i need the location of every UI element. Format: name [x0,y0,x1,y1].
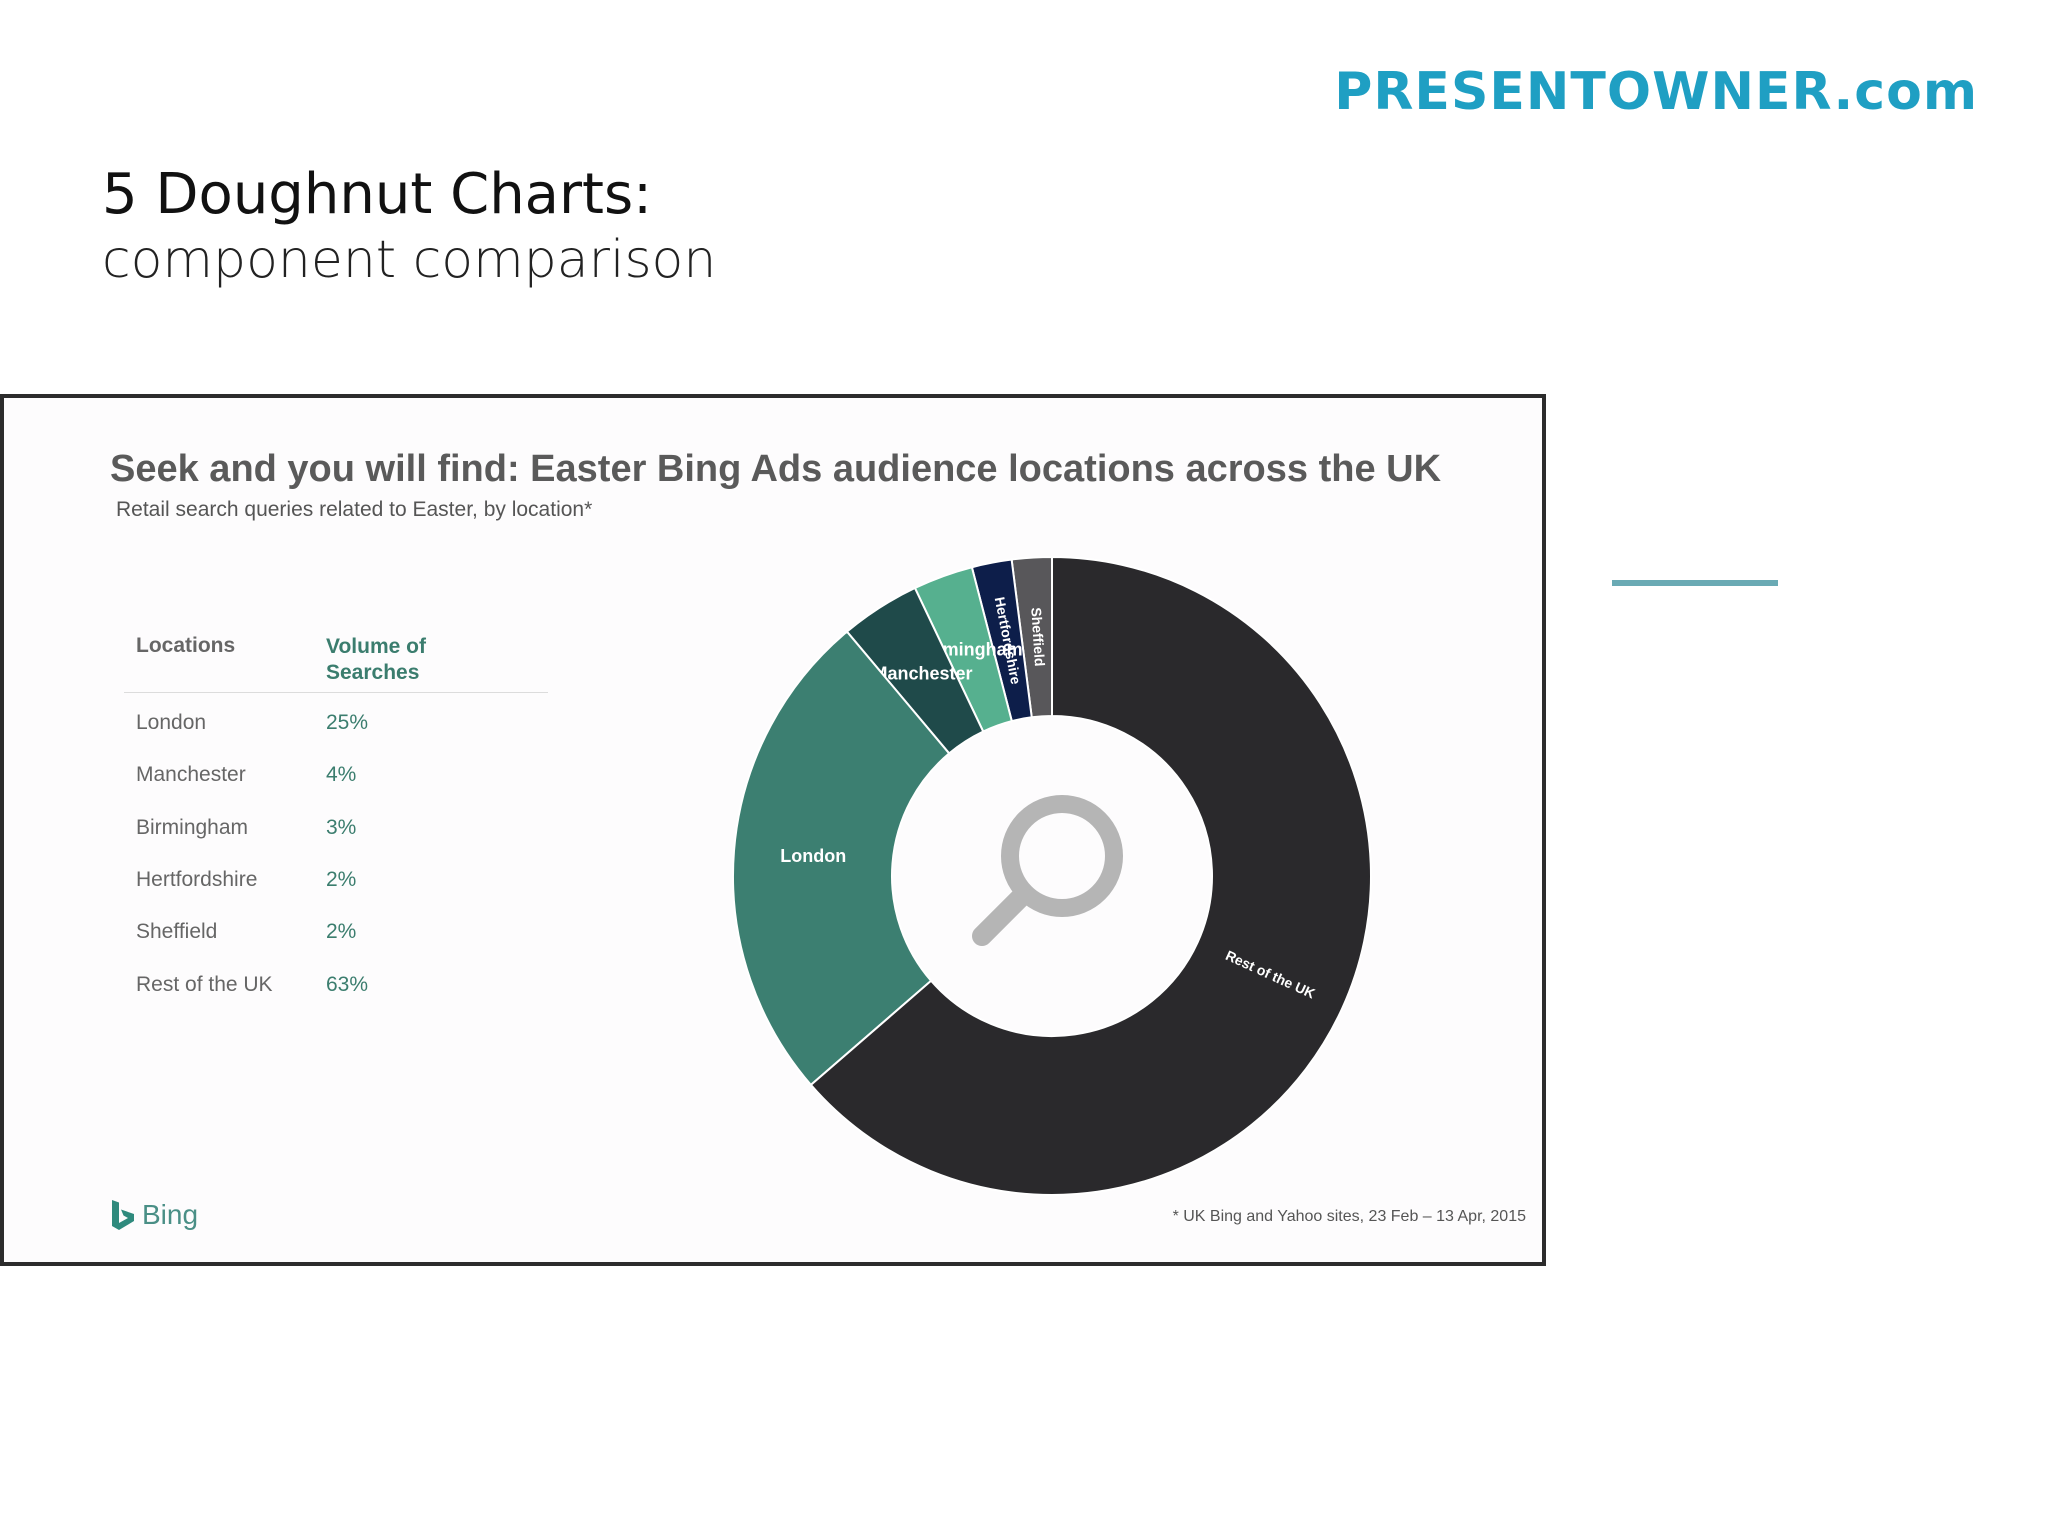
doughnut-chart: SheffieldHertfordshireBirminghamManchest… [732,555,1372,1196]
header-locations: Locations [136,634,236,657]
volume-value: 3% [326,815,357,839]
chart-title: Seek and you will find: Easter Bing Ads … [110,448,1442,490]
table-row: London 25% [124,697,548,749]
table-row: Rest of the UK 63% [124,958,548,1010]
volume-value: 2% [326,920,357,944]
volume-value: 4% [326,763,357,787]
header-volume: Volume of Searches [326,635,426,684]
footnote: * UK Bing and Yahoo sites, 23 Feb – 13 A… [1172,1208,1526,1225]
volume-value: 25% [326,711,369,735]
location-label: London [136,711,207,735]
location-label: Hertfordshire [136,868,258,892]
slide-subtitle: component comparison [102,230,717,290]
slice-rest-of-the-uk [809,555,1372,1196]
decorative-line [1612,580,1778,586]
bing-logo-text: Bing [142,1199,199,1230]
location-label: Birmingham [136,815,249,839]
bing-logo: Bing [110,1198,198,1232]
volume-value: 2% [326,868,357,892]
table-row: Manchester 4% [124,749,548,801]
location-label: Sheffield [136,920,218,944]
slice-label: Sheffield [1028,607,1048,667]
table-row: Birmingham 3% [124,802,548,854]
volume-value: 63% [326,972,369,996]
chart-subtitle: Retail search queries related to Easter,… [116,498,593,521]
location-label: Rest of the UK [136,972,273,996]
table-row: Sheffield 2% [124,906,548,958]
data-table: Locations Volume of Searches London 25% Ma… [124,634,548,1011]
slide-title: 5 Doughnut Charts: [102,162,653,227]
bing-b-icon [112,1200,134,1230]
table-row: Hertfordshire 2% [124,854,548,906]
slice-label: Manchester [872,663,972,683]
brand-logo: PRESENTOWNER.com [1334,62,1978,122]
slice-label: London [780,846,846,866]
table-body: London 25% Manchester 4% Birmingham 3% Hertfor… [124,697,548,1011]
location-label: Manchester [136,763,246,787]
slice-london [732,630,951,1087]
magnifier-icon [972,795,1123,946]
table-header: Locations Volume of Searches [124,634,548,693]
chart-frame: Seek and you will find: Easter Bing Ads … [0,394,1546,1266]
